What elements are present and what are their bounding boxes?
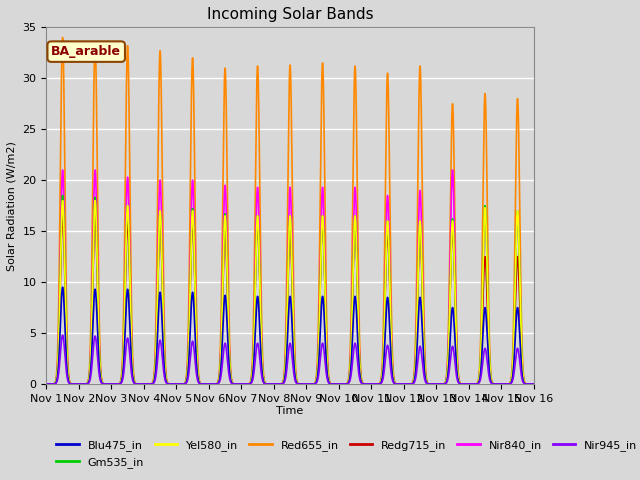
Text: BA_arable: BA_arable	[51, 45, 121, 58]
Y-axis label: Solar Radiation (W/m2): Solar Radiation (W/m2)	[7, 141, 17, 271]
X-axis label: Time: Time	[276, 407, 304, 417]
Legend: Blu475_in, Gm535_in, Yel580_in, Red655_in, Redg715_in, Nir840_in, Nir945_in: Blu475_in, Gm535_in, Yel580_in, Red655_i…	[52, 436, 640, 472]
Title: Incoming Solar Bands: Incoming Solar Bands	[207, 7, 373, 22]
